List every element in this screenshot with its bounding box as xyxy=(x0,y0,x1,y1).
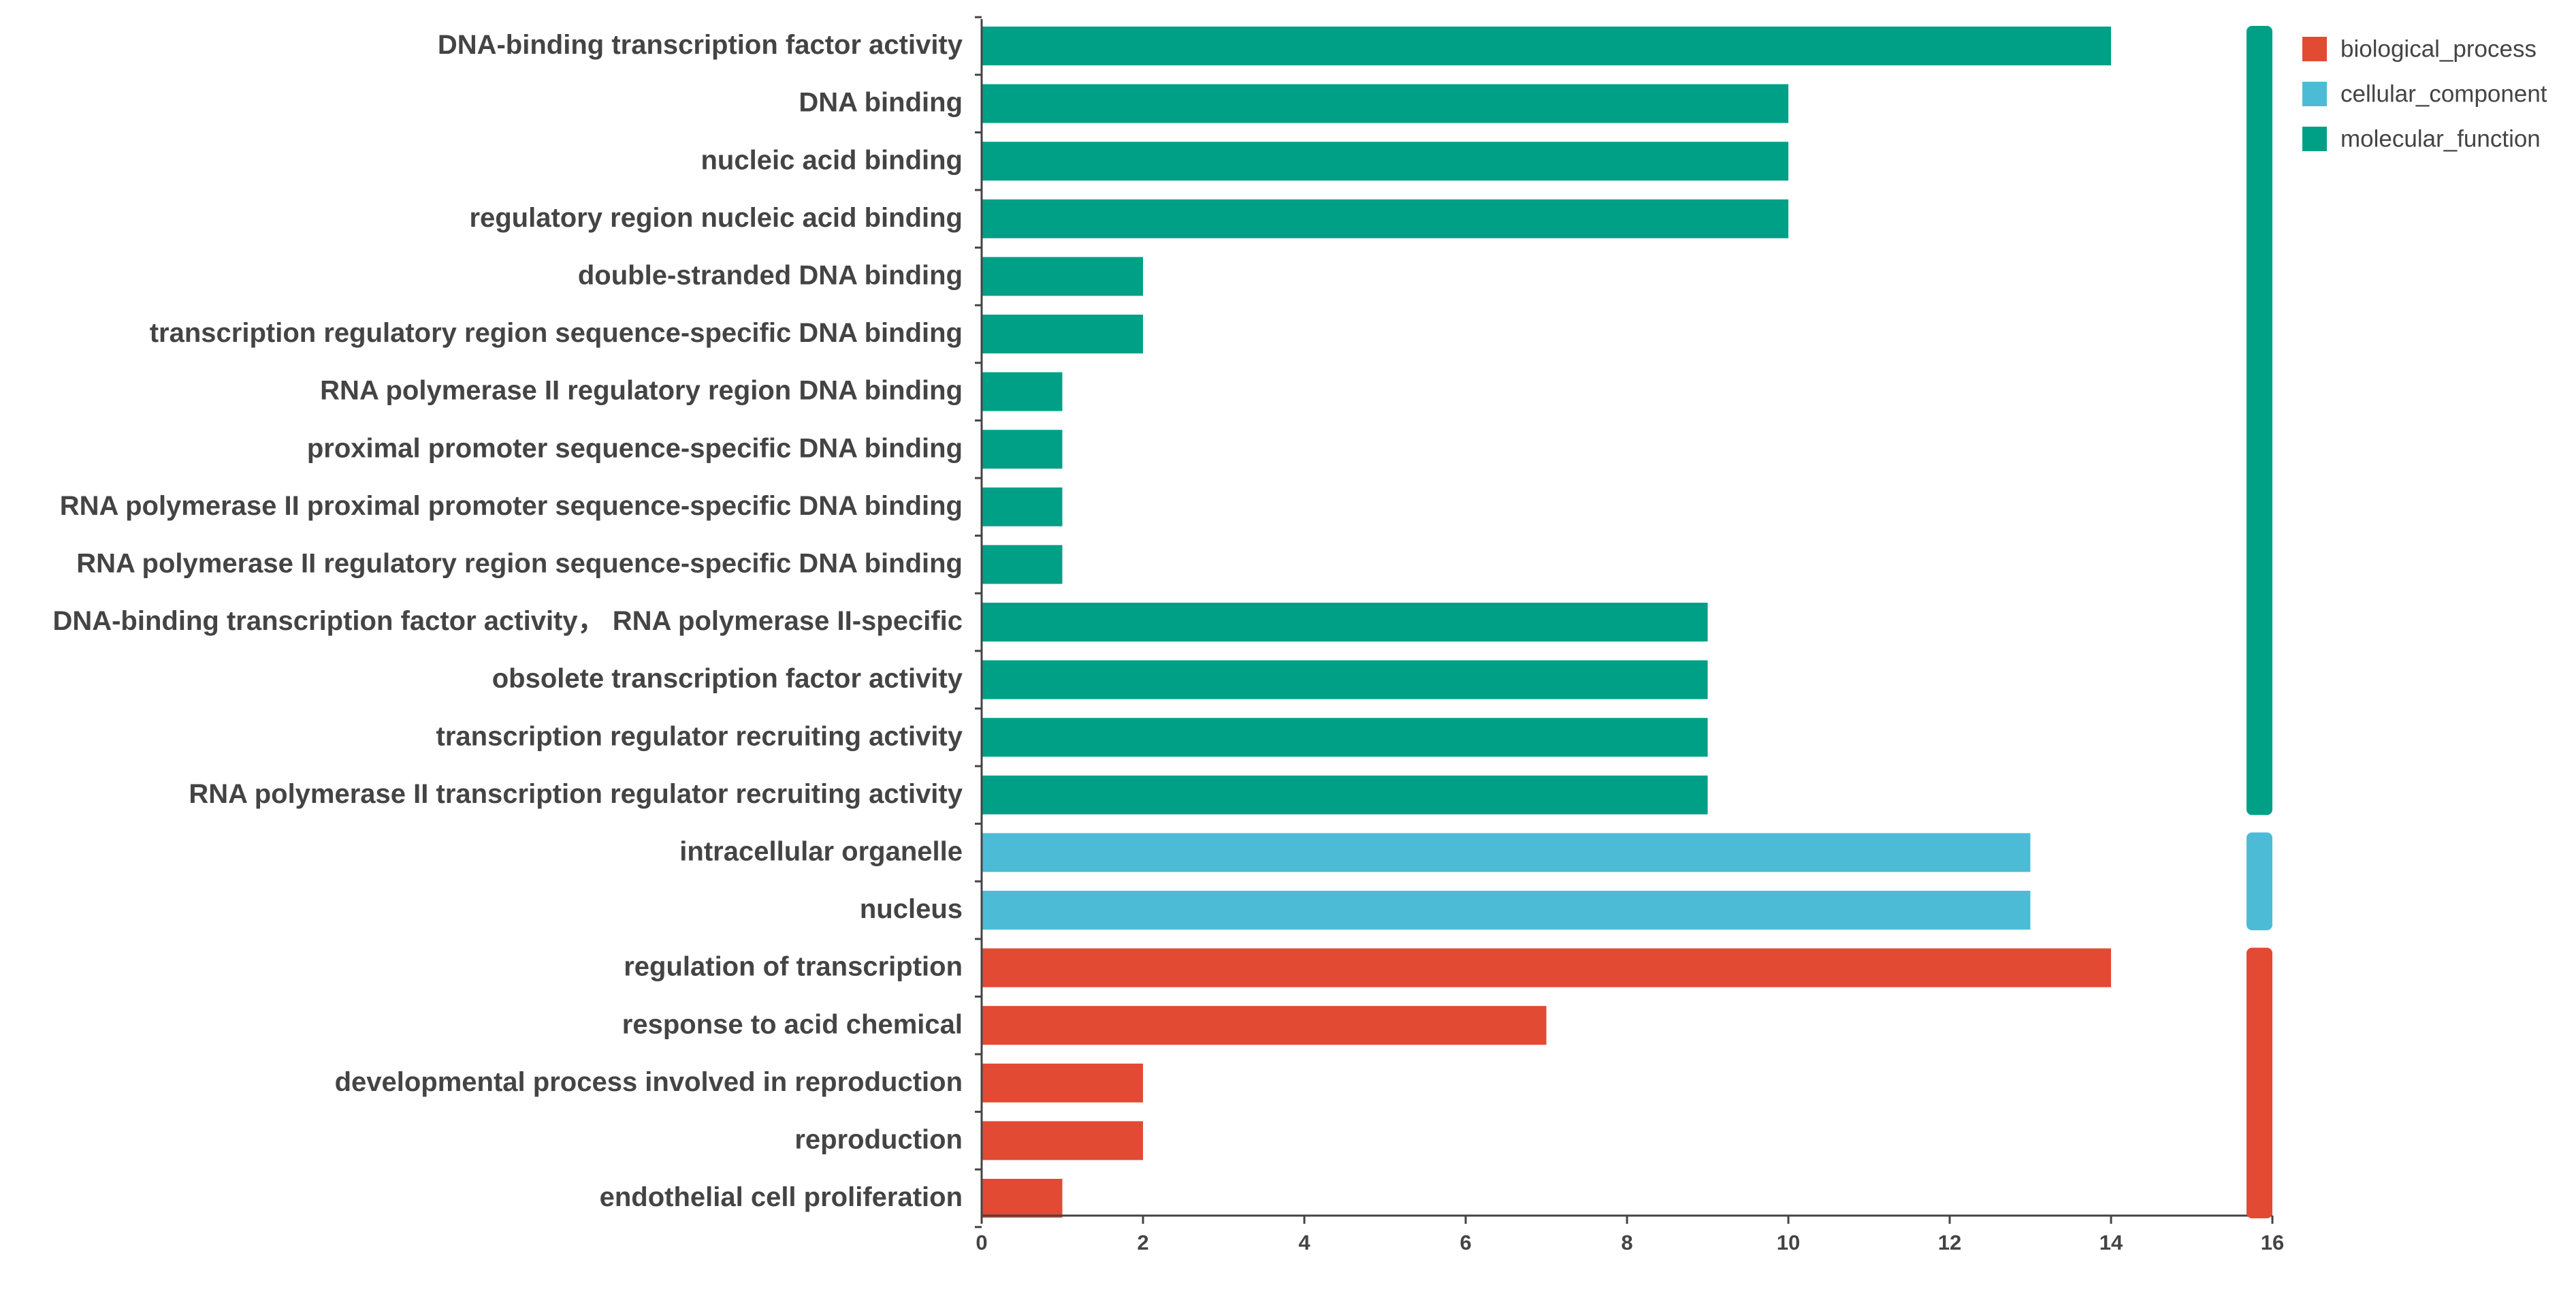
bar-8 xyxy=(982,487,1063,526)
category-label: DNA-binding transcription factor activit… xyxy=(52,606,963,636)
category-label: transcription regulatory region sequence… xyxy=(150,318,963,348)
bar-1 xyxy=(982,84,1788,123)
legend-label: cellular_component xyxy=(2340,80,2547,107)
category-label: regulation of transcription xyxy=(624,952,963,982)
category-label: reproduction xyxy=(794,1124,963,1154)
bar-18 xyxy=(982,1063,1143,1103)
bars-layer xyxy=(982,27,2111,1218)
category-label: double-stranded DNA binding xyxy=(578,260,963,290)
bar-13 xyxy=(982,775,1708,814)
bar-5 xyxy=(982,315,1143,353)
category-label: developmental process involved in reprod… xyxy=(335,1067,963,1097)
x-tick-label: 4 xyxy=(1298,1231,1310,1254)
x-tick-label: 0 xyxy=(976,1231,987,1254)
bar-7 xyxy=(982,430,1063,469)
legend-swatch-molecular_function xyxy=(2302,127,2327,151)
group-bar-cellular_component xyxy=(2247,832,2272,930)
x-tick-label: 2 xyxy=(1137,1231,1148,1254)
category-label: RNA polymerase II regulatory region DNA … xyxy=(320,376,963,406)
bar-16 xyxy=(982,948,2111,987)
bar-2 xyxy=(982,142,1788,181)
category-label: transcription regulator recruiting activ… xyxy=(436,721,963,751)
bar-19 xyxy=(982,1121,1143,1160)
bar-10 xyxy=(982,603,1708,642)
category-label: nucleic acid binding xyxy=(701,145,963,175)
category-label: regulatory region nucleic acid binding xyxy=(469,203,963,233)
x-tick-label: 12 xyxy=(1938,1231,1961,1254)
legend: biological_process cellular_componentmole… xyxy=(2302,35,2547,152)
category-label: intracellular organelle xyxy=(679,836,963,866)
category-label: DNA-binding transcription factor activit… xyxy=(438,30,963,60)
bar-14 xyxy=(982,833,2031,872)
category-label: obsolete transcription factor activity xyxy=(492,664,963,694)
bar-20 xyxy=(982,1179,1063,1218)
bar-15 xyxy=(982,891,2031,930)
category-label: nucleus xyxy=(860,894,963,924)
bar-12 xyxy=(982,718,1708,757)
legend-swatch-cellular_component xyxy=(2302,82,2327,106)
category-labels: DNA-binding transcription factor activit… xyxy=(52,30,963,1212)
category-label: proximal promoter sequence-specific DNA … xyxy=(307,433,963,463)
legend-swatch-biological_process xyxy=(2302,37,2327,61)
category-label: RNA polymerase II proximal promoter sequ… xyxy=(60,491,963,521)
x-tick-label: 10 xyxy=(1777,1231,1800,1254)
group-bar-biological_process xyxy=(2247,947,2272,1218)
legend-label: molecular_function xyxy=(2340,125,2541,152)
bar-11 xyxy=(982,660,1708,699)
bar-6 xyxy=(982,372,1063,411)
category-label: response to acid chemical xyxy=(622,1009,963,1039)
category-label: RNA polymerase II transcription regulato… xyxy=(189,779,963,809)
bar-3 xyxy=(982,199,1788,238)
x-tick-label: 14 xyxy=(2099,1231,2123,1254)
bar-4 xyxy=(982,257,1143,296)
group-indicator-bars xyxy=(2247,26,2272,1218)
category-label: RNA polymerase II regulatory region sequ… xyxy=(76,548,963,578)
legend-label: biological_process xyxy=(2340,35,2537,62)
x-tick-label: 8 xyxy=(1621,1231,1632,1254)
group-bar-molecular_function xyxy=(2247,26,2272,815)
x-tick-label: 6 xyxy=(1460,1231,1471,1254)
bar-9 xyxy=(982,545,1063,584)
bar-17 xyxy=(982,1006,1547,1045)
bar-0 xyxy=(982,27,2111,65)
category-label: endothelial cell proliferation xyxy=(600,1182,963,1212)
axes: 0 2 4 6 8 10 12 14 16 xyxy=(975,16,2284,1254)
x-tick-label: 16 xyxy=(2261,1231,2284,1254)
category-label: DNA binding xyxy=(799,88,963,118)
